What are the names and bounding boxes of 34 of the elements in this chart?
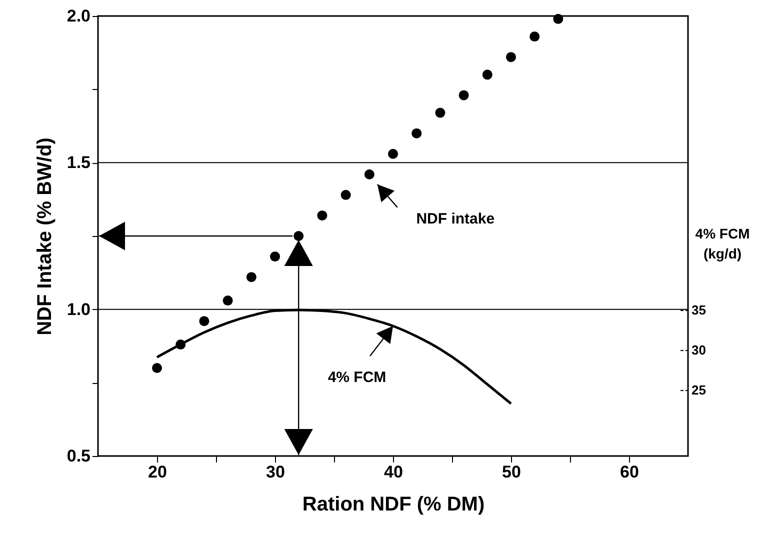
y-tick-label: 1.0 [66, 300, 90, 319]
point [340, 190, 351, 200]
point [530, 32, 540, 42]
point [246, 272, 256, 282]
y-tick-label: 2.0 [66, 6, 90, 26]
point [152, 363, 162, 373]
point [222, 296, 233, 306]
y2-axis-title: 4% FCM (kg/d) [695, 226, 750, 262]
y-axis-title: NDF Intake (% BW/d) [34, 138, 56, 336]
y2-tick-label: 25 [692, 382, 706, 398]
y2-tick-label: 30 [692, 342, 706, 358]
point [435, 108, 446, 118]
point [364, 169, 374, 180]
point [412, 128, 422, 138]
annotation: NDF intake [416, 210, 495, 228]
point [317, 210, 328, 220]
y-tick-label: 0.5 [66, 446, 90, 466]
x-tick-label: 50 [502, 462, 521, 482]
point [388, 148, 398, 159]
x-tick-label: 40 [384, 462, 403, 482]
x-tick-label: 30 [266, 462, 285, 482]
annotation: 4% FCM [328, 368, 386, 386]
point [458, 90, 469, 100]
point [270, 252, 280, 262]
y2-tick-label: 35 [692, 302, 706, 318]
point [199, 316, 210, 326]
point [482, 70, 492, 80]
x-axis-title: Ration NDF (% DM) [302, 494, 485, 516]
y-tick-label: 1.5 [66, 153, 90, 172]
x-tick-label: 60 [620, 462, 639, 482]
point [553, 14, 564, 24]
point [506, 52, 516, 62]
x-tick-label: 20 [148, 462, 167, 482]
point [294, 231, 304, 241]
